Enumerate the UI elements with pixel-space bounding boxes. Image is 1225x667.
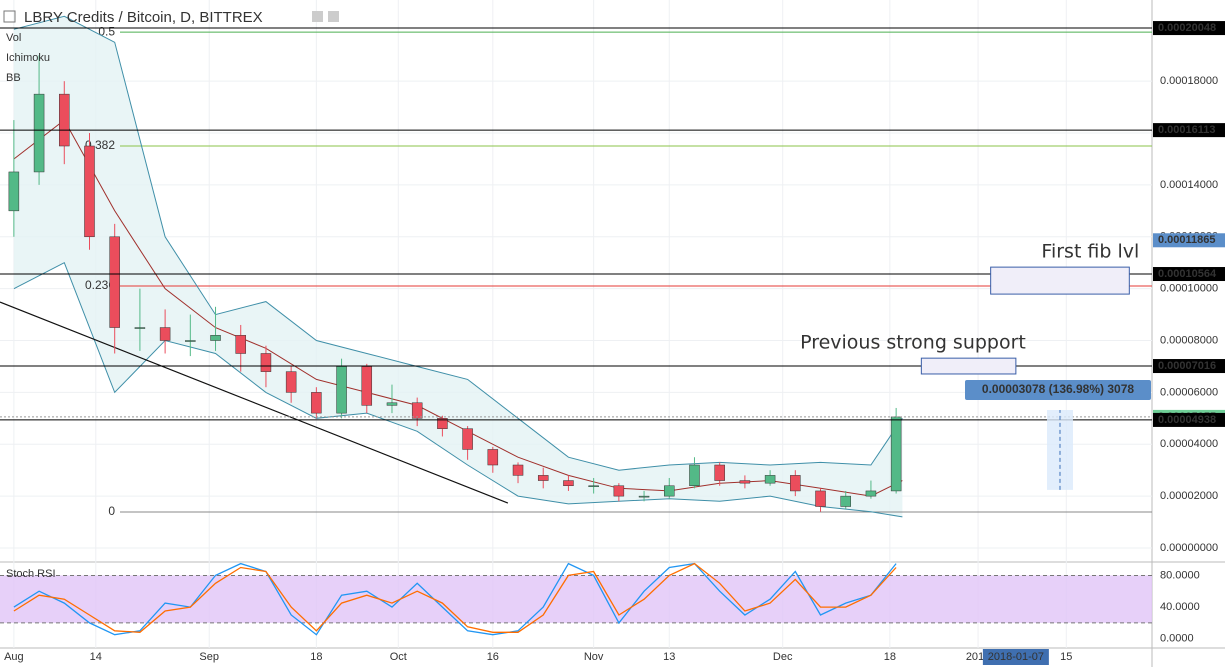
candle-body: [361, 366, 373, 406]
candle-body: [487, 449, 499, 466]
candle-body: [8, 171, 20, 212]
price-level-label: 0.00016113: [1158, 124, 1216, 136]
band-line: [13, 15, 903, 471]
candle-body: [840, 495, 851, 507]
stoch-line: [13, 562, 897, 633]
candle-body: [159, 327, 171, 341]
fib-label: 0.236: [85, 278, 115, 292]
candle-body: [235, 335, 246, 354]
price-level-label: 0.00007016: [1158, 360, 1216, 372]
candle-body: [512, 464, 524, 476]
y-tick-label: 0.00000000: [1160, 542, 1218, 554]
indicator-label[interactable]: Ichimoku: [6, 52, 50, 64]
candle-body: [84, 145, 95, 238]
note-box: [920, 357, 1017, 375]
candle-body: [109, 236, 120, 328]
band-fill: [13, 16, 903, 517]
price-level-box: [1153, 233, 1225, 248]
x-tick-label: 18: [310, 651, 322, 663]
measure-area: [1046, 410, 1073, 490]
candle-body: [336, 366, 347, 414]
x-tick-label: 15: [1060, 651, 1072, 663]
fib-label: 0: [108, 504, 115, 518]
x-tick-label: 18: [884, 651, 896, 663]
indicator-label[interactable]: BB: [6, 72, 21, 84]
candle-body: [462, 428, 473, 450]
note-text: First fib lvl: [1041, 241, 1139, 263]
stoch-band: [0, 575, 1152, 623]
fib-label: 0.5: [98, 24, 115, 38]
candle-body: [714, 464, 725, 481]
measure-box: [965, 380, 1151, 401]
candle-body: [411, 402, 423, 419]
candle-body: [537, 475, 549, 481]
collapse-icon[interactable]: [3, 10, 16, 23]
y-tick-label: 40.0000: [1160, 601, 1200, 613]
price-level-label: 0.00011865: [1158, 234, 1216, 246]
price-level-box: [1153, 359, 1225, 374]
cursor-date-label: 2018-01-07: [988, 651, 1044, 663]
candle-body: [638, 495, 650, 498]
x-tick-label: 16: [487, 651, 499, 663]
trend-line: [0, 301, 509, 504]
settings-icon[interactable]: [312, 11, 323, 22]
x-tick-label: Nov: [584, 651, 604, 663]
x-tick-label: Oct: [390, 651, 407, 663]
x-tick-label: 14: [90, 651, 102, 663]
x-tick-label: Sep: [199, 651, 219, 663]
x-tick-label: Aug: [4, 651, 24, 663]
y-tick-label: 0.00018000: [1160, 75, 1218, 87]
candle-body: [739, 480, 751, 484]
cursor-date-box: [982, 649, 1049, 665]
price-level-box: [1153, 21, 1225, 36]
candle-body: [689, 464, 700, 487]
candle-body: [59, 93, 70, 147]
y-tick-label: 0.0000: [1160, 633, 1194, 645]
y-tick-label: 0.00002000: [1160, 490, 1218, 502]
y-tick-label: 0.00004000: [1160, 438, 1218, 450]
candle-body: [764, 475, 776, 484]
candle-body: [437, 418, 448, 429]
candle-body: [563, 480, 574, 487]
price-level-box: [1153, 123, 1225, 138]
indicator-label[interactable]: Vol: [6, 32, 21, 44]
candle-body: [210, 335, 221, 341]
candle-body: [185, 340, 196, 342]
note-text: Previous strong support: [800, 332, 1026, 354]
candle-body: [613, 485, 625, 497]
candle-body: [664, 485, 675, 497]
y-tick-label: 0.00008000: [1160, 334, 1218, 346]
candle-body: [588, 485, 599, 488]
x-tick-label: 13: [663, 651, 675, 663]
price-level-label: 0.00010564: [1158, 268, 1217, 280]
candle-body: [790, 475, 801, 492]
price-level-label: 0.00004938: [1158, 414, 1216, 426]
x-tick-label: Dec: [773, 651, 793, 663]
measure-label: 0.00003078 (136.98%) 3078: [982, 382, 1134, 396]
note-box: [990, 266, 1130, 295]
y-tick-label: 0.00014000: [1160, 179, 1218, 191]
stoch-line: [13, 562, 897, 636]
candle-body: [134, 327, 146, 329]
price-level-box: [1153, 267, 1225, 282]
candle-body: [815, 490, 826, 507]
candle-body: [890, 416, 902, 492]
candle-body: [33, 93, 45, 173]
candle-body: [386, 402, 398, 406]
candle-body: [311, 392, 322, 414]
y-tick-label: 0.00006000: [1160, 386, 1218, 398]
close-icon[interactable]: [328, 11, 339, 22]
price-level-box: [1153, 412, 1225, 427]
indicator-label[interactable]: Stoch RSI: [6, 568, 56, 580]
y-tick-label: 80.0000: [1160, 569, 1200, 581]
candle-body: [865, 490, 877, 497]
chart-title: LBRY Credits / Bitcoin, D, BITTREX: [24, 9, 263, 26]
candle-body: [285, 371, 297, 393]
price-level-label: 0.00020048: [1158, 22, 1216, 34]
candle-body: [260, 353, 272, 372]
y-tick-label: 0.00010000: [1160, 283, 1218, 295]
